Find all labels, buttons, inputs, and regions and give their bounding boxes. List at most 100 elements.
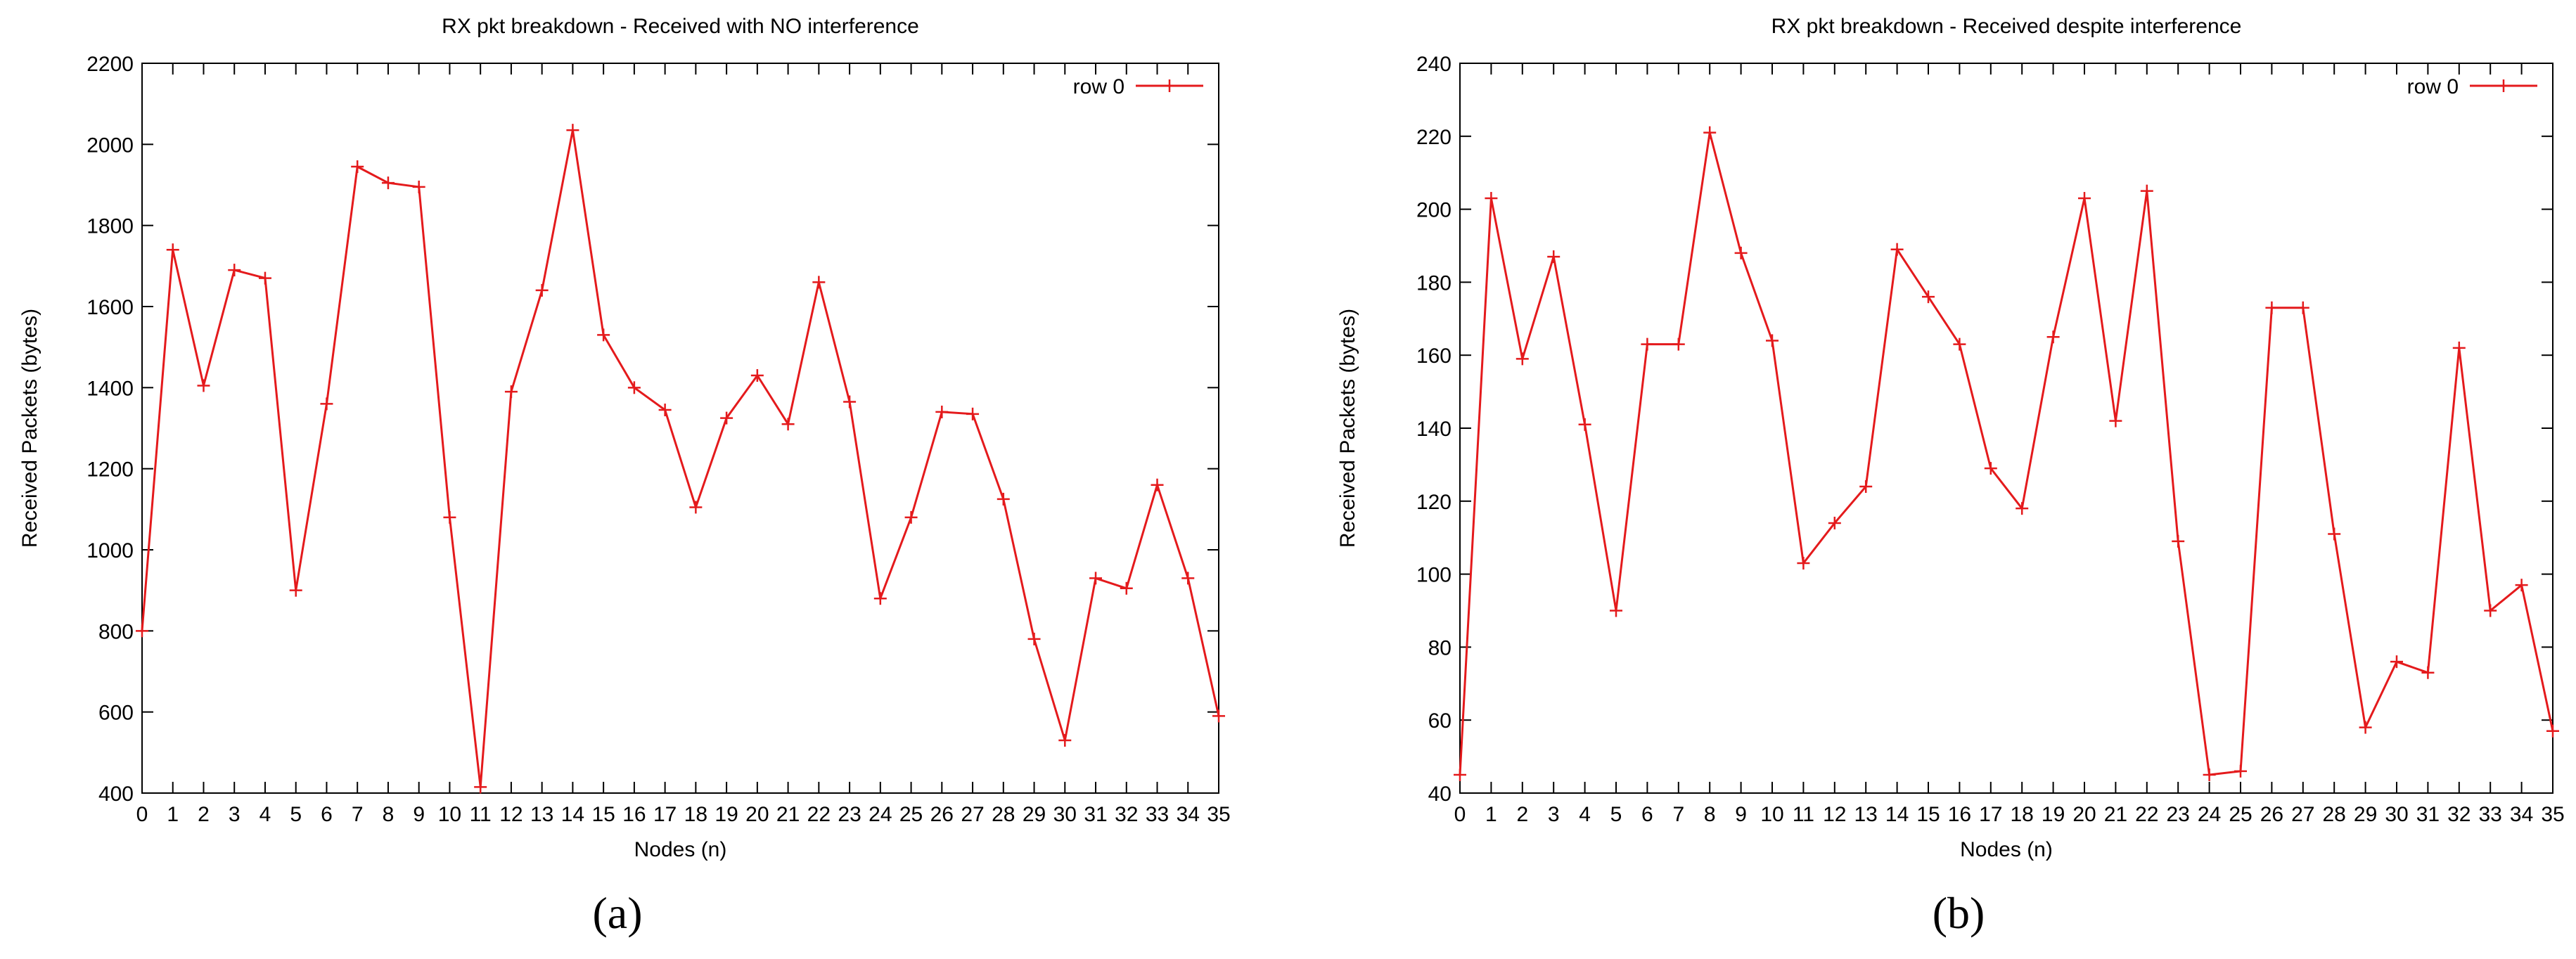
x-tick-label: 26 xyxy=(2260,803,2283,826)
data-point xyxy=(136,624,148,638)
x-tick-label: 5 xyxy=(1610,803,1622,826)
data-point xyxy=(1610,604,1622,617)
x-tick-label: 34 xyxy=(1177,803,1200,826)
x-tick-label: 30 xyxy=(2385,803,2408,826)
plot-frame xyxy=(141,63,1219,794)
x-tick-label: 27 xyxy=(2291,803,2314,826)
x-tick-label: 14 xyxy=(1885,803,1909,826)
x-tick-label: 10 xyxy=(438,803,461,826)
x-tick-label: 31 xyxy=(1084,803,1107,826)
x-tick-label: 1 xyxy=(1485,803,1497,826)
x-tick-label: 2 xyxy=(1516,803,1528,826)
x-tick-label: 27 xyxy=(961,803,984,826)
y-tick-label: 1600 xyxy=(86,296,134,319)
x-tick-label: 15 xyxy=(1916,803,1940,826)
data-point xyxy=(1984,462,1997,475)
y-tick-label: 140 xyxy=(1416,418,1452,441)
data-point xyxy=(228,264,241,277)
y-tick-label: 400 xyxy=(98,783,134,806)
y-tick-label: 2200 xyxy=(86,53,134,76)
y-tick-label: 2000 xyxy=(86,134,134,157)
x-tick-label: 5 xyxy=(290,803,302,826)
y-tick-label: 600 xyxy=(98,702,134,725)
y-tick-label: 60 xyxy=(1428,709,1452,733)
data-point xyxy=(535,283,549,297)
data-point xyxy=(1516,352,1529,366)
data-point xyxy=(1922,290,1935,304)
x-tick-label: 35 xyxy=(1207,803,1230,826)
x-tick-label: 29 xyxy=(2354,803,2377,826)
data-point xyxy=(2234,764,2247,778)
data-point xyxy=(443,510,456,524)
data-point xyxy=(1734,246,1748,259)
y-axis-label: Received Packets (bytes) xyxy=(18,309,41,548)
y-tick-label: 200 xyxy=(1416,199,1452,222)
y-tick-label: 40 xyxy=(1428,783,1452,806)
x-tick-label: 13 xyxy=(530,803,553,826)
data-point xyxy=(197,379,210,392)
y-tick-label: 100 xyxy=(1416,564,1452,587)
caption-b: (b) xyxy=(1932,888,1985,938)
x-tick-label: 20 xyxy=(745,803,769,826)
data-point xyxy=(2265,301,2279,314)
x-tick-label: 17 xyxy=(653,803,677,826)
data-point xyxy=(1578,418,1591,431)
x-tick-label: 30 xyxy=(1053,803,1077,826)
x-tick-label: 0 xyxy=(136,803,148,826)
x-tick-label: 20 xyxy=(2072,803,2096,826)
data-point xyxy=(412,180,425,193)
x-tick-label: 23 xyxy=(2167,803,2190,826)
data-point xyxy=(904,510,918,524)
x-tick-label: 18 xyxy=(684,803,707,826)
data-point xyxy=(504,385,518,399)
data-point xyxy=(1454,768,1466,782)
data-point xyxy=(1766,334,1779,347)
x-tick-label: 11 xyxy=(1793,803,1814,826)
series-line-0 xyxy=(141,129,1220,787)
data-point xyxy=(1828,516,1841,529)
x-tick-label: 6 xyxy=(1641,803,1653,826)
data-point xyxy=(2078,192,2091,205)
x-tick-label: 4 xyxy=(1579,803,1591,826)
x-tick-label: 14 xyxy=(561,803,584,826)
x-tick-label: 21 xyxy=(776,803,800,826)
x-tick-label: 16 xyxy=(622,803,646,826)
data-point xyxy=(381,176,395,190)
x-axis-label: Nodes (n) xyxy=(634,838,727,861)
x-tick-label: 35 xyxy=(2541,803,2564,826)
y-tick-label: 160 xyxy=(1416,345,1452,368)
x-tick-label: 25 xyxy=(2229,803,2252,826)
data-point xyxy=(1485,192,1498,205)
x-tick-label: 29 xyxy=(1023,803,1046,826)
data-point xyxy=(1890,243,1904,256)
x-tick-label: 9 xyxy=(1735,803,1747,826)
data-point xyxy=(750,369,764,382)
data-point xyxy=(1859,480,1873,494)
chart-title: RX pkt breakdown - Received despite inte… xyxy=(1771,15,2242,38)
y-tick-label: 1000 xyxy=(86,539,134,562)
x-tick-label: 7 xyxy=(1672,803,1684,826)
x-tick-label: 19 xyxy=(2042,803,2065,826)
x-tick-label: 18 xyxy=(2011,803,2034,826)
data-point xyxy=(1212,709,1225,723)
caption-a: (a) xyxy=(592,888,643,938)
x-tick-label: 33 xyxy=(1146,803,1169,826)
data-point xyxy=(873,592,887,605)
x-tick-label: 13 xyxy=(1854,803,1878,826)
data-point xyxy=(720,411,733,425)
x-tick-label: 33 xyxy=(2479,803,2502,826)
legend-label: row 0 xyxy=(1073,75,1124,98)
data-point xyxy=(1027,632,1041,645)
data-point xyxy=(1797,557,1810,570)
data-point xyxy=(2046,330,2060,344)
data-point xyxy=(2328,527,2341,541)
x-tick-label: 1 xyxy=(167,803,179,826)
data-point xyxy=(2421,666,2435,679)
data-point xyxy=(843,395,857,408)
data-point xyxy=(1641,337,1654,351)
data-point xyxy=(2515,579,2528,592)
data-point xyxy=(689,501,703,514)
x-tick-label: 22 xyxy=(807,803,831,826)
x-tick-label: 23 xyxy=(838,803,861,826)
x-tick-label: 3 xyxy=(229,803,241,826)
